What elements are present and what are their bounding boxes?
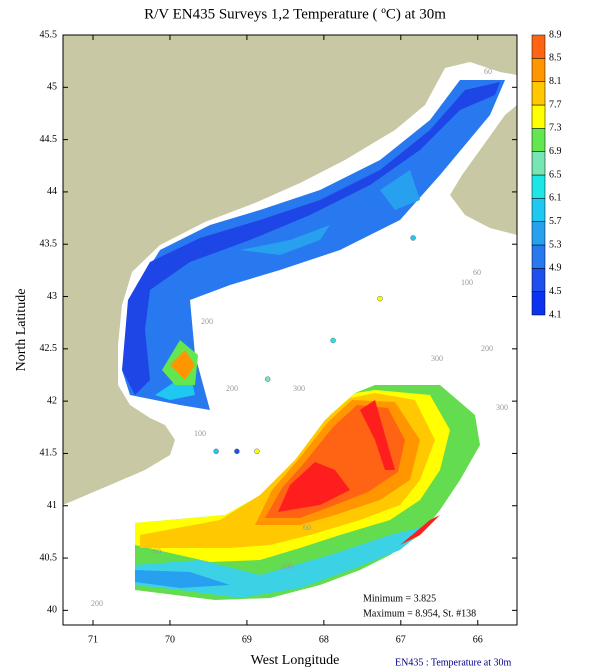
y-tick-label: 41: [47, 500, 57, 511]
colorbar-label: 6.1: [549, 193, 562, 204]
colorbar-bin: [531, 104, 546, 129]
station-point: [213, 448, 219, 455]
colorbar-bin: [531, 151, 546, 176]
x-tick-label: 68: [319, 634, 329, 645]
contour-label: 100: [194, 429, 206, 438]
contour-label: 200: [226, 384, 238, 393]
colorbar-label: 8.9: [549, 29, 562, 40]
colorbar-bin: [531, 34, 546, 59]
station-point: [264, 376, 271, 382]
colorbar-label: 7.3: [549, 123, 562, 134]
colorbar-label: 5.3: [549, 239, 562, 250]
land: [63, 35, 517, 505]
contour-label: 60: [303, 523, 311, 532]
y-tick-label: 44: [47, 186, 57, 197]
survey-region: [400, 515, 440, 545]
colorbar-label: 6.9: [549, 146, 562, 157]
contour-label: 60: [484, 67, 492, 76]
y-tick-label: 40: [47, 605, 57, 616]
y-tick-label: 40.5: [40, 552, 58, 563]
footer: EN435 : Temperature at 30m: [395, 657, 512, 668]
contour-label: 300: [293, 384, 305, 393]
contour-label: 60: [153, 547, 161, 556]
colorbar-bin: [531, 174, 546, 199]
map-title: R/V EN435 Surveys 1,2 Temperature ( ºC) …: [144, 6, 446, 22]
y-tick-label: 45.5: [40, 29, 58, 40]
colorbar-bin: [531, 81, 546, 106]
station-point: [234, 448, 240, 455]
y-tick-label: 42.5: [40, 343, 58, 354]
survey-region: [170, 350, 195, 380]
station-point: [254, 448, 260, 455]
contour-label: 200: [201, 317, 213, 326]
colorbar-bin: [531, 244, 546, 269]
x-tick-label: 70: [165, 634, 175, 645]
colorbar-bin: [531, 268, 546, 292]
colorbar-label: 4.9: [549, 263, 562, 274]
colorbar-label: 5.7: [549, 216, 562, 227]
colorbar-bin: [531, 221, 546, 246]
survey-region: [240, 225, 330, 255]
y-tick-label: 43: [47, 291, 57, 302]
survey-region: [122, 80, 505, 410]
colorbar-label: 4.1: [549, 309, 562, 320]
contour-label: 300: [496, 403, 508, 412]
y-axis-label: North Latitude: [14, 289, 29, 372]
y-tick-label: 44.5: [40, 134, 58, 145]
colorbar-label: 6.5: [549, 169, 562, 180]
station-point: [330, 337, 336, 344]
contour-label: 60: [473, 268, 481, 277]
contour-label: 200: [91, 599, 103, 608]
x-axis-label: West Longitude: [251, 653, 340, 668]
survey-region: [360, 400, 395, 470]
land-nova-scotia: [450, 105, 517, 235]
land-mainland: [63, 35, 517, 505]
plot-frame: [62, 34, 518, 626]
station-point: [410, 235, 416, 241]
survey-region: [278, 462, 350, 512]
colorbar-bin: [531, 198, 546, 222]
colorbar-bin: [531, 58, 546, 82]
colorbar-label: 8.1: [549, 76, 562, 87]
survey-north: [122, 80, 505, 410]
y-tick-label: 42: [47, 395, 57, 406]
y-tick-label: 45: [47, 82, 57, 93]
contour-label: 100: [461, 278, 473, 287]
colorbar-label: 4.5: [549, 286, 562, 297]
survey-region: [380, 170, 420, 210]
colorbar-label: 7.7: [549, 99, 562, 110]
annotation: Minimum = 3.825: [363, 593, 436, 604]
annotation: Maximum = 8.954, St. #138: [363, 608, 476, 619]
y-tick-label: 43.5: [40, 239, 58, 250]
y-tick-label: 41.5: [40, 448, 58, 459]
survey-south: [135, 385, 480, 600]
x-tick-label: 66: [473, 634, 483, 645]
colorbar-bin: [531, 128, 546, 152]
x-tick-label: 69: [242, 634, 252, 645]
survey-region: [135, 570, 230, 588]
colorbar-bin: [531, 291, 546, 316]
contour-label: 300: [431, 354, 443, 363]
x-tick-label: 71: [88, 634, 98, 645]
station-point: [377, 295, 383, 302]
x-tick-label: 67: [396, 634, 406, 645]
colorbar-label: 8.5: [549, 53, 562, 64]
contour-label: 100: [281, 562, 293, 571]
contour-label: 200: [481, 344, 493, 353]
